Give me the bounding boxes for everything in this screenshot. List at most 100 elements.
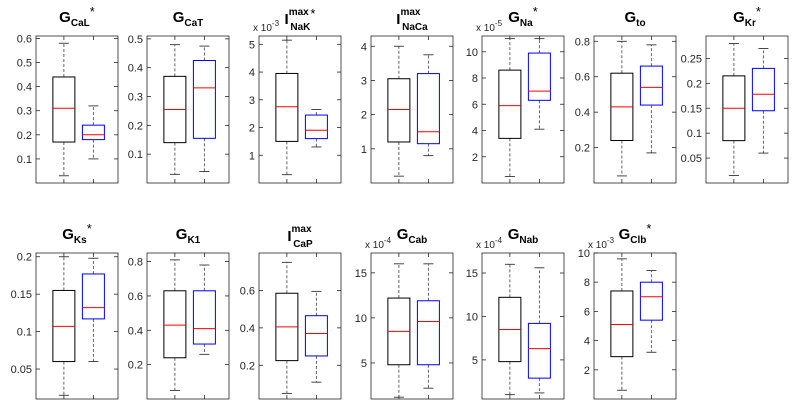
box-group-2 xyxy=(527,38,551,130)
y-tick-label: 0.6 xyxy=(240,285,255,297)
y-tick-label: 10 xyxy=(355,313,367,325)
iqr-box xyxy=(52,76,76,143)
y-tick-label: 0.1 xyxy=(687,128,702,140)
y-tick-label: 0.4 xyxy=(128,63,143,75)
y-tick-label: 0.5 xyxy=(17,58,32,70)
iqr-box xyxy=(527,52,551,101)
panel-gkr: 0.05 0.1 0.15 0.2 0.25 GKr* xyxy=(681,4,789,184)
panel-title: Gto xyxy=(624,9,645,29)
iqr-box xyxy=(192,60,216,139)
axis-frame xyxy=(146,252,230,400)
iqr-box xyxy=(751,67,775,112)
y-tick-label: 0.05 xyxy=(11,364,32,376)
panel-title: GCab xyxy=(397,226,428,246)
panel-inaca: 1 2 3 4 Imax NaCa xyxy=(361,7,454,184)
y-tick-label: 0.25 xyxy=(681,53,702,65)
y-tick-label: 0.2 xyxy=(17,130,32,142)
box-group-1 xyxy=(275,261,299,394)
y-tick-label: 4 xyxy=(361,41,367,53)
iqr-box xyxy=(498,69,522,139)
y-tick-label: 0.3 xyxy=(128,92,143,104)
panel-title: GClb* xyxy=(619,221,652,246)
axis-frame xyxy=(35,252,119,400)
y-tick-label: 3 xyxy=(361,75,367,87)
y-tick-label: 0.05 xyxy=(681,153,702,165)
y-tick-label: 0.2 xyxy=(240,360,255,372)
panel-title: Imax NaCa xyxy=(396,7,428,33)
y-tick-label: 5 xyxy=(361,358,367,370)
y-tick-label: 1 xyxy=(249,150,255,162)
y-tick-label: 0.4 xyxy=(240,323,255,335)
axis-frame xyxy=(593,252,677,400)
box-group-1 xyxy=(52,256,76,396)
panel-gna: 2 4 6 8 10 x 10-5 GNa* xyxy=(466,4,565,184)
box-group-1 xyxy=(275,39,299,176)
panel-title: GCaT xyxy=(173,9,204,29)
panel-title: Imax CaP xyxy=(287,224,313,250)
y-tick-label: 0.1 xyxy=(17,154,32,166)
axis-frame xyxy=(258,252,342,400)
box-group-1 xyxy=(387,45,411,177)
y-tick-label: 15 xyxy=(466,268,478,280)
panel-gcal: 0.1 0.2 0.3 0.4 0.5 0.6 GCaL* xyxy=(17,4,119,184)
y-tick-label: 2 xyxy=(472,152,478,164)
panel-title: Imax NaK* xyxy=(285,6,316,33)
y-tick-label: 0.3 xyxy=(17,106,32,118)
axis-frame xyxy=(258,35,342,184)
iqr-box xyxy=(192,290,216,345)
panel-gk1: 0.2 0.4 0.6 0.8 GK1 xyxy=(128,226,230,400)
y-tick-label: 0.15 xyxy=(11,289,32,301)
box-group-1 xyxy=(163,259,187,391)
y-tick-label: 10 xyxy=(466,311,478,323)
box-group-1 xyxy=(722,43,746,176)
y-tick-label: 1 xyxy=(361,144,367,156)
y-tick-label: 4 xyxy=(472,126,478,138)
box-group-2 xyxy=(192,45,216,172)
y-tick-label: 0.2 xyxy=(17,252,32,264)
iqr-box xyxy=(416,73,440,145)
y-tick-label: 0.4 xyxy=(17,82,32,94)
y-tick-label: 2 xyxy=(249,123,255,135)
iqr-box xyxy=(387,78,411,143)
box-group-2 xyxy=(639,270,663,353)
y-tick-label: 0.1 xyxy=(128,149,143,161)
y-tick-label: 0.1 xyxy=(17,327,32,339)
box-group-2 xyxy=(416,54,440,157)
iqr-box xyxy=(639,65,663,106)
y-tick-label: 5 xyxy=(249,39,255,51)
iqr-box xyxy=(527,322,551,379)
y-tick-label: 2 xyxy=(361,110,367,122)
panel-gto: 0.2 0.4 0.6 0.8 Gto xyxy=(575,9,677,184)
box-group-2 xyxy=(527,267,551,394)
y-tick-label: 4 xyxy=(584,336,590,348)
box-group-2 xyxy=(639,44,663,154)
y-tick-label: 6 xyxy=(472,99,478,111)
panel-title: GNa* xyxy=(508,4,538,29)
axis-frame xyxy=(481,35,565,184)
y-tick-label: 4 xyxy=(249,67,255,79)
y-tick-label: 0.4 xyxy=(128,325,143,337)
box-group-2 xyxy=(192,264,216,355)
iqr-box xyxy=(163,290,187,359)
box-group-1 xyxy=(498,38,522,177)
box-group-2 xyxy=(416,263,440,389)
iqr-box xyxy=(81,124,105,141)
iqr-box xyxy=(81,273,105,320)
iqr-box xyxy=(416,300,440,366)
axis-exponent-label: x 10-3 xyxy=(253,19,280,34)
panel-title: GCaL* xyxy=(59,4,95,29)
y-tick-label: 0.6 xyxy=(128,291,143,303)
axis-exponent-label: x 10-4 xyxy=(476,236,503,251)
panel-title: GNab xyxy=(508,226,539,246)
axis-exponent-label: x 10-4 xyxy=(365,236,392,251)
y-tick-label: 5 xyxy=(472,355,478,367)
axis-frame xyxy=(370,252,454,400)
iqr-box xyxy=(304,114,328,140)
axis-exponent-label: x 10-5 xyxy=(476,19,503,34)
y-tick-label: 8 xyxy=(584,277,590,289)
y-tick-label: 0.2 xyxy=(687,78,702,90)
panel-title: GKs* xyxy=(62,221,92,246)
panel-icap: 0.2 0.4 0.6 Imax CaP xyxy=(240,224,342,400)
y-tick-label: 3 xyxy=(249,95,255,107)
